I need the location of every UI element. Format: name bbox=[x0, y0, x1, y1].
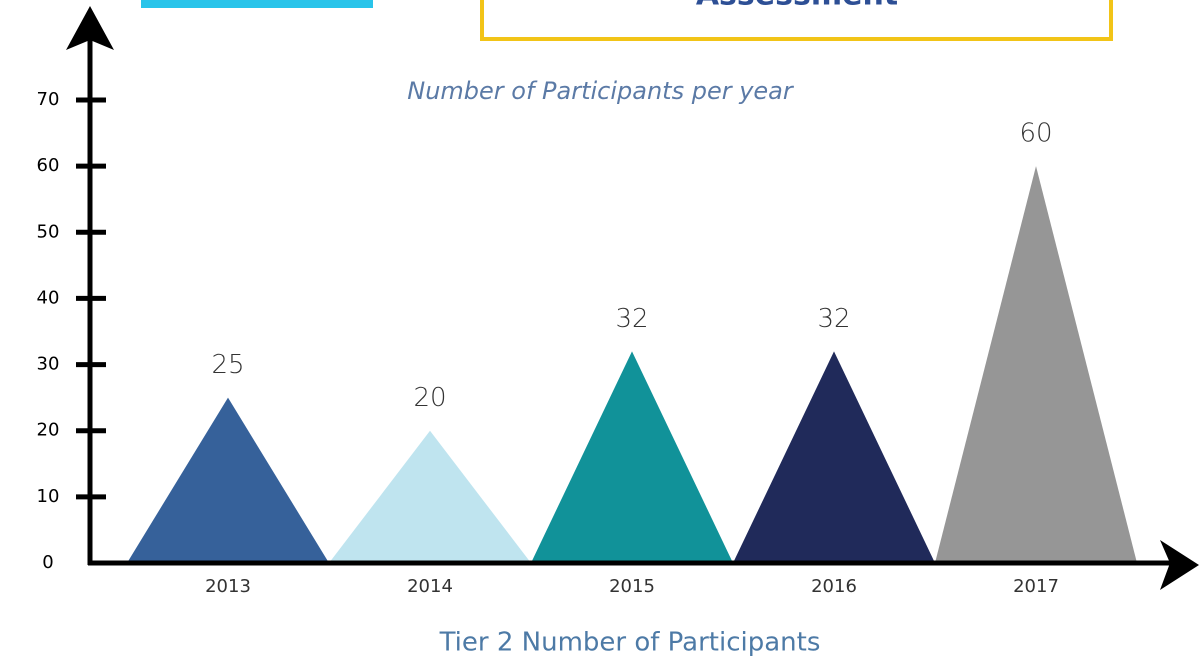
value-label: 20 bbox=[413, 383, 446, 413]
value-label: 32 bbox=[615, 304, 648, 334]
y-tick-label: 50 bbox=[37, 221, 60, 242]
y-tick-label: 10 bbox=[37, 486, 60, 507]
y-tick-label: 60 bbox=[37, 155, 60, 176]
triangle-bar bbox=[531, 351, 733, 563]
header-tab bbox=[141, 0, 373, 8]
header-box bbox=[480, 0, 1113, 41]
x-tick-label: 2017 bbox=[1013, 576, 1059, 597]
header-title: Assessment bbox=[696, 0, 898, 13]
triangle-bar bbox=[935, 166, 1137, 563]
y-tick-label: 30 bbox=[37, 354, 60, 375]
triangle-bar bbox=[733, 351, 935, 563]
y-tick-label: 40 bbox=[37, 287, 60, 308]
y-tick-label: 70 bbox=[37, 89, 60, 110]
x-tick-label: 2016 bbox=[811, 576, 857, 597]
x-tick-label: 2014 bbox=[407, 576, 453, 597]
value-label: 25 bbox=[211, 350, 244, 380]
triangle-bar bbox=[127, 397, 329, 563]
x-tick-label: 2015 bbox=[609, 576, 655, 597]
y-tick-label: 20 bbox=[37, 420, 60, 441]
plot: 0 10 20 30 40 50 60 70 2013 25 2014 20 2015 32 2016 32 2… bbox=[37, 89, 1137, 597]
x-tick-label: 2013 bbox=[205, 576, 251, 597]
chart-title: Number of Participants per year bbox=[407, 77, 795, 105]
value-label: 60 bbox=[1019, 119, 1052, 149]
y-axis-arrow bbox=[66, 6, 114, 50]
triangle-bar bbox=[329, 430, 531, 563]
y-tick-label: 0 bbox=[42, 552, 53, 573]
x-axis-arrow bbox=[1160, 540, 1199, 590]
value-label: 32 bbox=[817, 304, 850, 334]
x-axis-label: Tier 2 Number of Participants bbox=[439, 628, 821, 658]
